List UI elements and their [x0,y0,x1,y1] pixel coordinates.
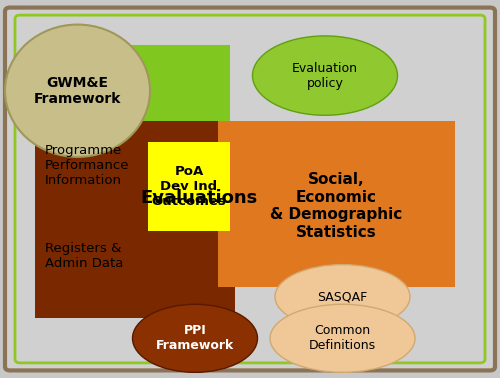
Text: SASQAF: SASQAF [318,290,368,303]
Text: Evaluations: Evaluations [140,189,257,207]
Text: Social,
Economic
& Demographic
Statistics: Social, Economic & Demographic Statistic… [270,172,402,240]
FancyBboxPatch shape [148,142,230,231]
Ellipse shape [252,36,398,115]
Ellipse shape [132,304,258,372]
FancyBboxPatch shape [120,45,230,170]
FancyBboxPatch shape [35,121,235,318]
FancyBboxPatch shape [5,8,495,370]
Text: PoA
Dev Ind
Outcomes: PoA Dev Ind Outcomes [152,165,226,208]
FancyBboxPatch shape [218,121,455,287]
Text: GWM&E
Framework: GWM&E Framework [34,76,121,106]
Text: Programme
Performance
Information: Programme Performance Information [45,144,130,187]
Ellipse shape [270,304,415,372]
Text: PPI
Framework: PPI Framework [156,324,234,352]
Text: Registers &
Admin Data: Registers & Admin Data [45,242,124,270]
Ellipse shape [5,25,150,157]
Ellipse shape [275,265,410,329]
Text: Common
Definitions: Common Definitions [309,324,376,352]
Text: Evaluation
policy: Evaluation policy [292,62,358,90]
